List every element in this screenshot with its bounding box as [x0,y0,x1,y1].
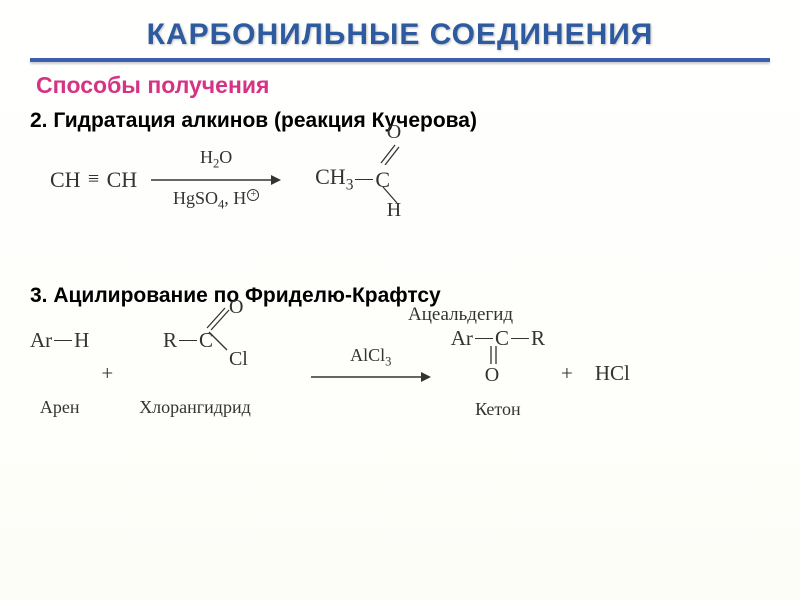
page-title: КАРБОНИЛЬНЫЕ СОЕДИНЕНИЯ [0,0,800,52]
acyl-cl: Cl [229,348,248,371]
hcl-label: HCl [595,361,630,386]
ketone-block: Ar C R O Кетон [451,326,545,420]
reaction-1: CH CH H2O HgSO4, H+ CH3 C O H Ацеальдеги… [50,147,800,212]
plus-charge-icon: + [247,189,259,201]
plus-sign: + [101,361,113,386]
prod-r: R [531,326,545,351]
acyl-chloride-block: R C O Cl Хлорангидрид [125,328,251,418]
arene-block: Ar H Арен [30,328,89,418]
section2-heading: 2. Гидратация алкинов (реакция Кучерова) [30,109,800,133]
reactant-ch-right: CH [107,167,138,193]
acyl-caption: Хлорангидрид [139,397,251,418]
plus-sign-2: + [561,361,573,386]
c-r-bond [511,338,529,339]
reaction-2: Ar H Арен + R C O Cl Хлорангидрид [30,326,800,420]
r-label: R [163,328,177,353]
ar-h-bond [54,340,72,341]
prod-ar: Ar [451,326,473,351]
h-atom: H [387,199,401,222]
ar-label: Ar [30,328,52,353]
title-underline [30,58,770,62]
carbonyl-c: C O H [375,167,390,193]
h-plus-part: , H [224,188,246,208]
acyl-o: O [229,296,243,319]
arene-caption: Арен [40,397,80,418]
reaction2-arrow: AlCl3 [311,345,431,402]
triple-bond [83,176,105,183]
hgso4-part: HgSO [173,188,218,208]
h-label: H [74,328,89,353]
reaction1-arrow: H2O HgSO4, H+ [151,147,281,212]
product-acetaldehyde: CH3 C O H [315,164,390,194]
ketone-caption: Кетон [475,399,521,420]
c-o-double-bond: O [377,141,401,165]
arrow-top-label: H2O [200,147,232,172]
o-atom: O [387,121,401,144]
acetaldehyde-caption: Ацеальдегид [408,304,513,326]
subtitle: Способы получения [36,72,800,99]
alcl3-label: AlCl3 [350,345,391,370]
ar-c-bond [475,338,493,339]
r-c-bond [179,340,197,341]
c-h-bond: H [379,185,401,205]
ch3-label: CH3 [315,164,353,194]
ketone-o: O [485,364,499,387]
single-bond [355,179,373,180]
arrow-bottom-label: HgSO4, H+ [173,188,259,213]
reactant-ch-left: CH [50,167,81,193]
